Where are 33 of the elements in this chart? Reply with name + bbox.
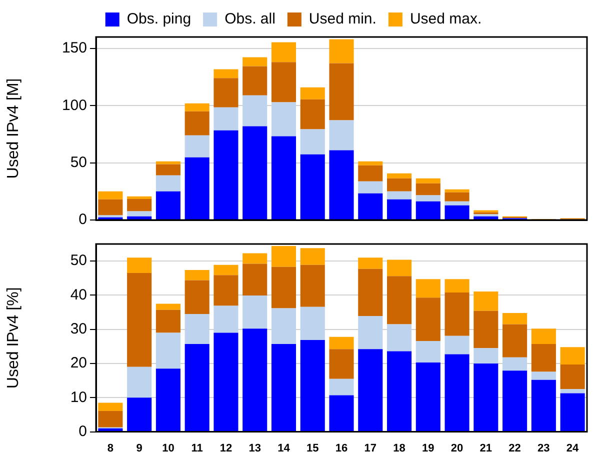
y-tick-label: 0 bbox=[78, 211, 87, 228]
legend-label: Used max. bbox=[410, 10, 482, 28]
x-tick-label: 13 bbox=[248, 442, 261, 454]
legend-label: Used min. bbox=[308, 10, 376, 28]
x-tick-label: 18 bbox=[393, 442, 406, 454]
y-tick-label: 20 bbox=[70, 354, 87, 372]
x-tick-label: 11 bbox=[191, 442, 203, 454]
y-tick-label: 50 bbox=[70, 154, 87, 171]
x-tick-label: 8 bbox=[107, 442, 114, 454]
x-tick-label: 14 bbox=[278, 442, 291, 454]
legend-label: Obs. ping bbox=[126, 10, 192, 28]
y-tick-label: 30 bbox=[70, 320, 87, 338]
y-axis-title: Used IPv4 [%] bbox=[5, 287, 22, 389]
y-tick-label: 40 bbox=[70, 286, 87, 304]
x-tick-label: 17 bbox=[364, 442, 377, 454]
x-tick-label: 24 bbox=[566, 442, 580, 454]
x-tick-label: 19 bbox=[422, 442, 434, 454]
y-tick-label: 10 bbox=[70, 388, 87, 406]
x-tick-label: 10 bbox=[162, 442, 174, 454]
x-tick-label: 15 bbox=[306, 442, 319, 454]
x-tick-label: 9 bbox=[136, 442, 142, 454]
y-tick-label: 0 bbox=[78, 422, 87, 440]
x-tick-label: 16 bbox=[335, 442, 348, 454]
legend-label: Obs. all bbox=[224, 10, 276, 28]
x-tick-label: 23 bbox=[538, 442, 550, 454]
x-tick-label: 22 bbox=[508, 442, 521, 454]
y-tick-label: 150 bbox=[62, 40, 87, 57]
x-tick-label: 20 bbox=[450, 442, 464, 454]
y-tick-label: 50 bbox=[70, 252, 87, 270]
x-tick-label: 12 bbox=[220, 442, 232, 454]
y-axis-title: Used IPv4 [M] bbox=[5, 78, 22, 179]
x-tick-label: 21 bbox=[480, 442, 492, 454]
y-tick-label: 100 bbox=[62, 96, 87, 114]
